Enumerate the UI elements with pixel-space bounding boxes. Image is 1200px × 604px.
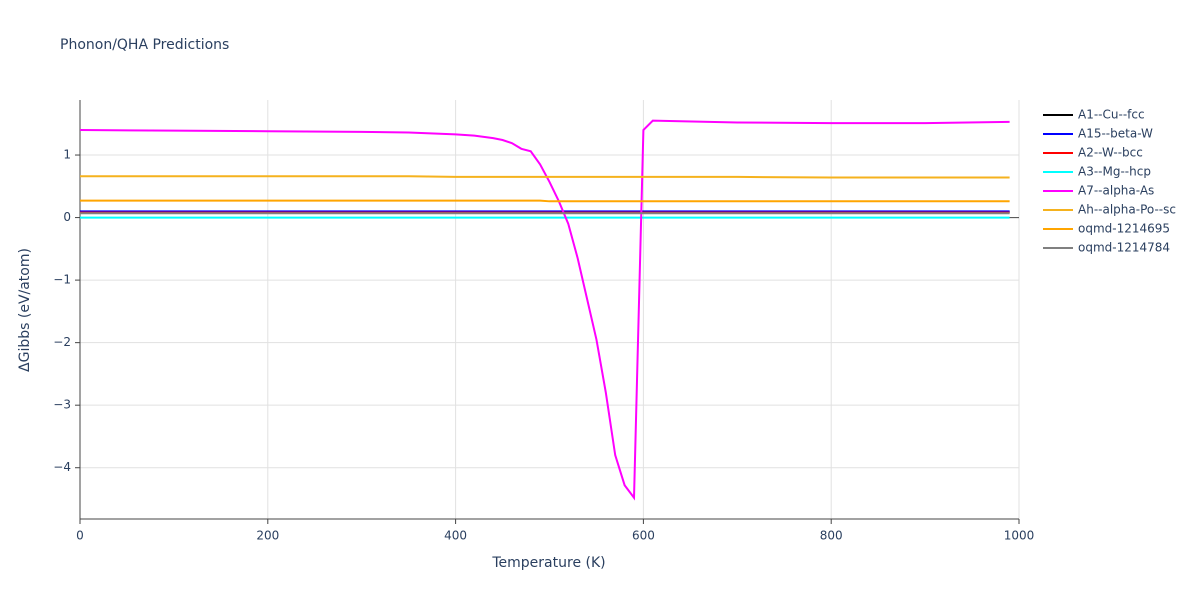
x-tick-label: 0 xyxy=(76,529,84,543)
legend-label: A1--Cu--fcc xyxy=(1078,108,1145,122)
x-tick-label: 600 xyxy=(632,529,655,543)
legend-label: A7--alpha-As xyxy=(1078,184,1154,198)
x-tick-label: 400 xyxy=(444,529,467,543)
series-line xyxy=(80,175,1010,179)
legend-label: Ah--alpha-Po--sc xyxy=(1078,203,1176,217)
legend-label: oqmd-1214695 xyxy=(1078,222,1170,236)
x-tick-label: 200 xyxy=(256,529,279,543)
legend-label: A15--beta-W xyxy=(1078,127,1153,141)
legend-label: A3--Mg--hcp xyxy=(1078,165,1151,179)
y-tick-label: 1 xyxy=(63,148,71,162)
chart-title: Phonon/QHA Predictions xyxy=(60,37,229,53)
y-tick-label: −4 xyxy=(53,460,71,474)
y-tick-label: −3 xyxy=(53,398,71,412)
series-line xyxy=(80,199,1010,203)
y-tick-label: 0 xyxy=(63,210,71,224)
x-axis-title: Temperature (K) xyxy=(491,555,605,571)
x-tick-label: 800 xyxy=(820,529,843,543)
legend-label: A2--W--bcc xyxy=(1078,146,1143,160)
x-tick-label: 1000 xyxy=(1004,529,1035,543)
y-tick-label: −1 xyxy=(53,273,71,287)
y-tick-label: −2 xyxy=(53,335,71,349)
legend-label: oqmd-1214784 xyxy=(1078,241,1170,255)
y-axis-title: ΔGibbs (eV/atom) xyxy=(17,248,33,372)
